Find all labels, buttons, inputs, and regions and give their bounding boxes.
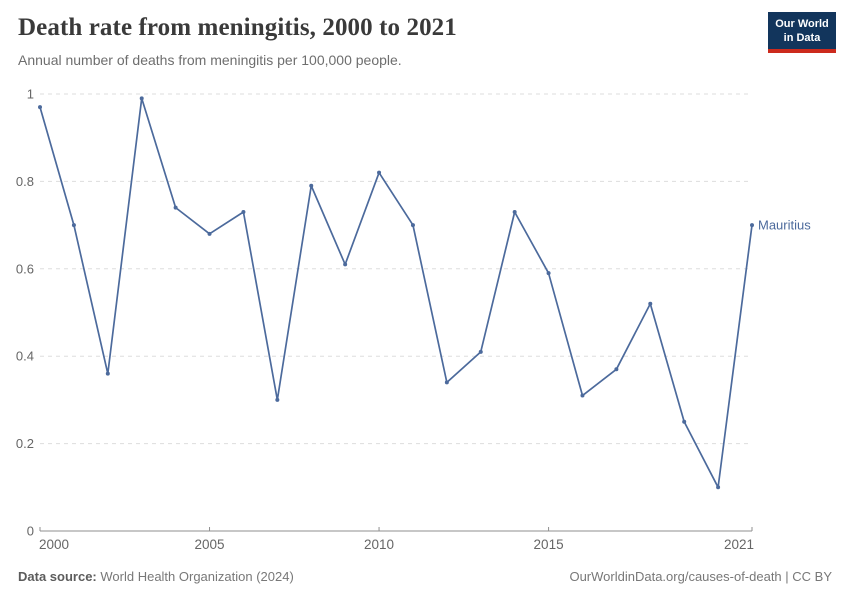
data-point	[309, 183, 314, 188]
data-point	[105, 371, 110, 376]
data-source-label: Data source:	[18, 569, 97, 584]
data-point	[512, 209, 517, 214]
y-tick-label: 0.2	[16, 436, 34, 451]
data-source: Data source: World Health Organization (…	[18, 569, 294, 584]
data-point	[241, 209, 246, 214]
data-point	[173, 205, 178, 210]
data-point	[207, 231, 212, 236]
data-point	[377, 170, 382, 175]
owid-logo-line1: Our World	[775, 18, 829, 30]
chart-area: 0 0.2 0.4 0.6 0.8 1 2000 2005 2010 2015 2021 Maurit…	[0, 80, 850, 560]
chart-footer: Data source: World Health Organization (…	[18, 569, 832, 584]
data-point	[750, 223, 754, 228]
y-tick-label: 0	[27, 524, 34, 539]
chart-header: Death rate from meningitis, 2000 to 2021…	[18, 14, 738, 68]
x-tick-label: 2015	[534, 537, 564, 552]
y-tick-label: 0.6	[16, 261, 34, 276]
data-point	[343, 262, 348, 267]
data-source-value: World Health Organization (2024)	[100, 569, 294, 584]
y-tick-label: 1	[27, 87, 34, 102]
data-point	[444, 380, 449, 385]
data-line	[39, 97, 753, 489]
chart-title: Death rate from meningitis, 2000 to 2021	[18, 14, 457, 41]
data-point	[478, 349, 483, 354]
data-point	[275, 397, 280, 402]
data-point	[614, 367, 619, 372]
line-chart-svg: 0 0.2 0.4 0.6 0.8 1 2000 2005 2010 2015 2021 Maurit…	[16, 87, 811, 553]
owid-logo-line2: in Data	[783, 32, 821, 44]
data-point	[682, 419, 687, 424]
data-point	[648, 301, 653, 306]
y-tick-label: 0.8	[16, 174, 34, 189]
series-end-label: Mauritius	[758, 218, 811, 233]
data-point	[38, 105, 42, 110]
x-tick-label: 2005	[195, 537, 225, 552]
chart-subtitle: Annual number of deaths from meningitis …	[18, 52, 402, 68]
data-point	[410, 223, 415, 228]
attribution: OurWorldinData.org/causes-of-death | CC …	[569, 569, 832, 584]
data-point	[716, 485, 721, 490]
data-point	[546, 271, 551, 276]
owid-logo: Our World in Data	[768, 12, 836, 53]
data-point	[71, 223, 76, 228]
data-point	[580, 393, 585, 398]
x-tick-label: 2010	[364, 537, 394, 552]
x-tick-label: 2021	[724, 537, 754, 552]
x-tick-label: 2000	[39, 537, 69, 552]
data-point	[139, 96, 144, 101]
y-tick-label: 0.4	[16, 349, 34, 364]
